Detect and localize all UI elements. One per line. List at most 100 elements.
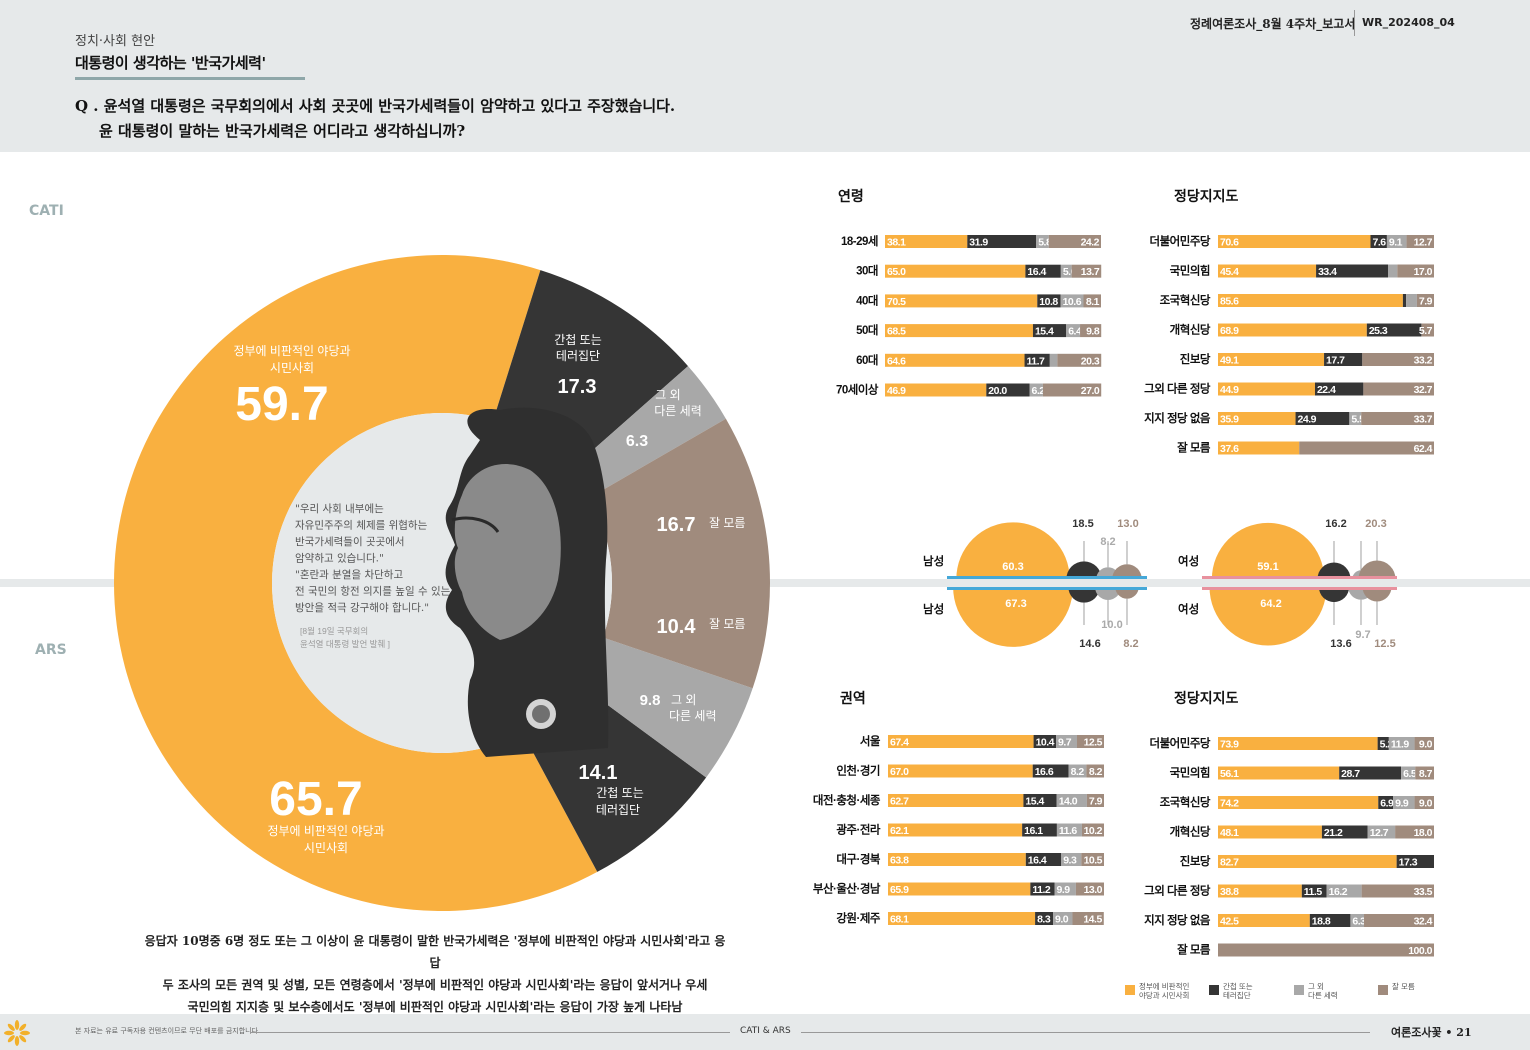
age-bar-segment: [1042, 383, 1102, 397]
party-ars-value-label: 100.0: [1408, 945, 1432, 957]
age-category-label: 18-29세: [841, 234, 878, 248]
gender-male-cati-value: 18.5: [1072, 518, 1093, 530]
region-bar-segment: [888, 735, 1034, 748]
summary-line-2: 두 조사의 모든 권역 및 성별, 모든 연령층에서 '정부에 비판적인 야당과…: [162, 978, 708, 992]
region-bar-segment: [1056, 794, 1087, 807]
party-ars-bar-segment: [1326, 884, 1362, 898]
party-ars-value-label: 32.4: [1414, 916, 1433, 928]
party-ars-category-label: 국민의힘: [1170, 766, 1210, 780]
ars-unknown-label: 잘 모름: [709, 617, 745, 631]
gender-male-ars-value: 14.6: [1079, 638, 1100, 650]
party-ars-value-label: 12.7: [1370, 827, 1389, 839]
summary-text: 응답자 10명중 6명 정도 또는 그 이상이 윤 대통령이 말한 반국가세력은…: [140, 930, 730, 1018]
party-cati-bar-segment: [1218, 412, 1296, 425]
age-category-label: 60대: [856, 353, 878, 367]
party-cati-category-label: 지지 정당 없음: [1144, 411, 1211, 425]
cati-unknown-label: 잘 모름: [709, 516, 745, 530]
legend-label: 야당과 시민사회: [1139, 990, 1189, 1000]
region-value-label: 68.1: [890, 914, 909, 926]
summary-line-1: 응답자 10명중 6명 정도 또는 그 이상이 윤 대통령이 말한 반국가세력은…: [144, 934, 726, 970]
age-value-label: 16.4: [1027, 266, 1046, 278]
age-value-label: 70.5: [887, 296, 906, 308]
party-ars-value-label: 48.1: [1220, 827, 1239, 839]
region-bar-segment: [1068, 764, 1087, 778]
party-ars-bar-segment: [1218, 884, 1302, 898]
party-cati-bar-segment: [1218, 353, 1325, 366]
quote-line: 방안을 적극 강구해야 합니다.": [295, 601, 429, 614]
party-ars-bar-segment: [1218, 766, 1340, 780]
party-cati-bar-segment: [1402, 294, 1407, 307]
ars-critics-label: 시민사회: [304, 841, 348, 855]
party-ars-value-label: 74.2: [1220, 798, 1239, 810]
region-value-label: 16.1: [1024, 825, 1043, 837]
age-bar-segment: [986, 383, 1030, 397]
party-cati-category-label: 잘 모름: [1177, 441, 1211, 455]
legend-swatch: [1209, 985, 1219, 995]
age-value-label: 31.9: [969, 237, 988, 249]
party-ars-bar-segment: [1218, 914, 1310, 927]
party-cati-category-label: 더불어민주당: [1150, 234, 1211, 248]
region-value-label: 15.4: [1025, 796, 1044, 808]
party-ars-value-label: 56.1: [1220, 768, 1239, 780]
party-ars-value-label: 38.8: [1220, 886, 1239, 898]
footer-center-label: CATI & ARS: [730, 1026, 801, 1036]
region-bar-segment: [888, 853, 1026, 866]
cati-critics-label: 정부에 비판적인 야당과: [233, 344, 350, 358]
region-value-label: 7.9: [1089, 796, 1103, 808]
party-ars-value-label: 6.5: [1403, 768, 1417, 780]
party-cati-value-label: 85.6: [1220, 296, 1239, 308]
party-ars-bar-segment: [1350, 914, 1365, 927]
gender-male-cati-bubble: [1066, 561, 1102, 579]
gender-female-ars-main-value: 64.2: [1260, 598, 1281, 610]
gender-male-ars-bubble: [1095, 587, 1121, 600]
region-value-label: 9.0: [1055, 914, 1069, 926]
party-cati-bar-segment: [1406, 235, 1434, 248]
age-bar-segment: [1029, 383, 1043, 397]
age-bar-segment: [1037, 294, 1061, 308]
section-label: 정치·사회 현안: [75, 34, 156, 49]
region-value-label: 9.9: [1057, 884, 1071, 896]
region-value-label: 63.8: [890, 855, 909, 867]
cati-spy-value: 17.3: [558, 376, 597, 398]
age-value-label: 13.7: [1081, 266, 1100, 278]
gender-male-ars-value: 8.2: [1123, 638, 1138, 650]
party-ars-bar-segment: [1367, 825, 1396, 839]
party-ars-category-label: 조국혁신당: [1160, 795, 1211, 809]
age-value-label: 46.9: [887, 385, 906, 397]
region-bar-segment: [1077, 735, 1104, 748]
party-ars-value-label: 21.2: [1324, 827, 1343, 839]
region-title: 권역: [840, 691, 866, 707]
party-cati-bar-segment: [1349, 412, 1362, 425]
region-value-label: 10.4: [1036, 737, 1055, 749]
flower-logo-icon: [4, 1020, 30, 1046]
party-cati-value-label: 68.9: [1220, 325, 1239, 337]
party-cati-value-label: 7.6: [1372, 237, 1386, 249]
region-bar-segment: [1086, 764, 1104, 778]
party-cati-value-label: 33.2: [1414, 355, 1433, 367]
age-value-label: 38.1: [887, 237, 906, 249]
party-ars-value-label: 18.8: [1312, 916, 1331, 928]
gender-female-cati-bubble: [1317, 562, 1351, 579]
party-cati-value-label: 25.3: [1369, 325, 1388, 337]
party-cati-bar-segment: [1316, 264, 1389, 278]
party-ars-bar-segment: [1361, 884, 1434, 898]
region-value-label: 67.0: [890, 766, 909, 778]
region-bar-segment: [1081, 853, 1104, 866]
donut-cati-critics-slice: [114, 255, 541, 584]
party-cati-bar-segment: [1218, 441, 1300, 455]
age-bar-segment: [885, 353, 1025, 367]
age-value-label: 15.4: [1035, 326, 1054, 338]
party-cati-bar-segment: [1388, 264, 1398, 278]
party-cati-bar-segment: [1370, 235, 1387, 248]
region-value-label: 14.0: [1059, 796, 1078, 808]
party-cati-bar-segment: [1406, 294, 1417, 307]
question-line-1: Q . 윤석열 대통령은 국무회의에서 사회 곳곳에 반국가세력들이 암약하고 …: [75, 97, 676, 115]
cati-other-label: 그 외: [655, 388, 680, 402]
party-cati-value-label: 35.9: [1220, 414, 1239, 426]
region-value-label: 13.0: [1084, 884, 1103, 896]
gender-male-ars-main-bubble: [953, 587, 1073, 647]
region-bar-segment: [1032, 764, 1069, 778]
donut-cati-other-slice: [569, 366, 726, 498]
gender-male-cati-value: 13.0: [1117, 518, 1138, 530]
age-bar-segment: [1048, 235, 1101, 248]
